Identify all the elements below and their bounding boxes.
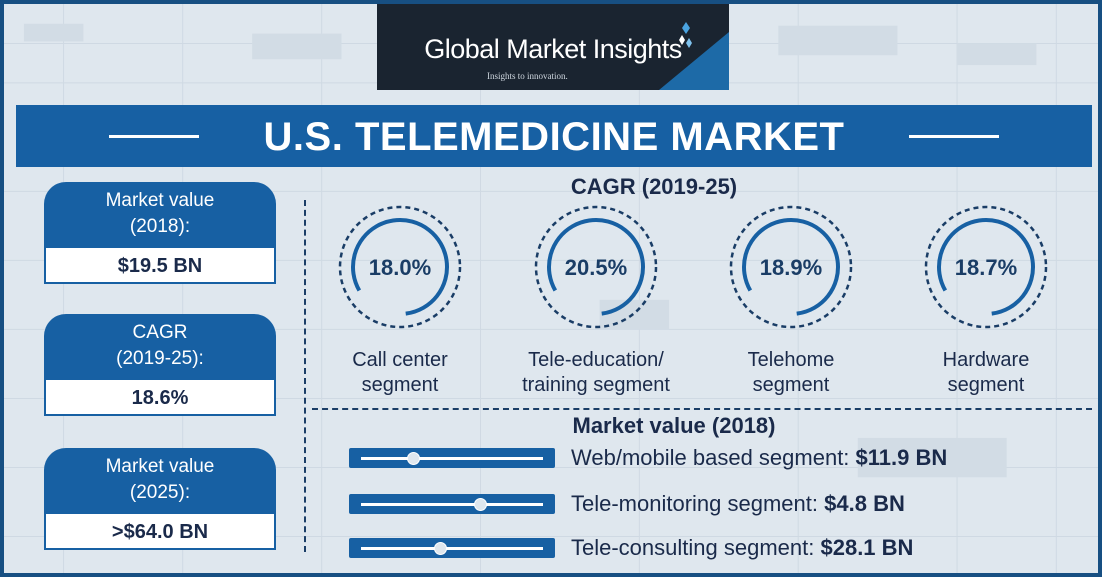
- market-value-text: Web/mobile based segment: $11.9 BN: [571, 445, 947, 471]
- stat-label-line: Market value: [105, 456, 215, 477]
- market-value-text: Tele-monitoring segment: $4.8 BN: [571, 491, 905, 517]
- stat-label-line: (2019-25):: [116, 348, 204, 369]
- stat-label-line: Market value: [105, 190, 215, 211]
- stat-card-market-value-2018: Market value (2018): $19.5 BN: [44, 182, 276, 284]
- segment-name: Web/mobile based segment:: [571, 445, 850, 470]
- horizontal-divider: [312, 408, 1092, 410]
- ring-gauge-icon: [534, 205, 658, 329]
- stat-label: Market value (2025):: [44, 448, 276, 514]
- ring-gauge-icon: [924, 205, 1048, 329]
- segment-label-call-center: Call center segment: [305, 348, 495, 398]
- cagr-ring-tele-education: 20.5%: [531, 202, 661, 332]
- logo-accent-triangle: [659, 32, 729, 90]
- slider-track: [361, 547, 543, 550]
- segment-label-line: segment: [947, 374, 1025, 396]
- ring-gauge-icon: [729, 205, 853, 329]
- slider-bar-icon: [349, 494, 555, 514]
- brand-tagline: Insights to innovation.: [487, 71, 568, 81]
- market-value-heading: Market value (2018): [572, 413, 776, 438]
- page-title: U.S. TELEMEDICINE MARKET: [263, 115, 845, 159]
- cagr-ring-call-center: 18.0%: [335, 202, 465, 332]
- ring-gauge-icon: [338, 205, 462, 329]
- segment-label-hardware: Hardware segment: [891, 348, 1081, 398]
- cagr-value: 18.7%: [954, 255, 1018, 280]
- segment-name: Tele-consulting segment:: [571, 535, 815, 560]
- cagr-ring-hardware: 18.7%: [921, 202, 1051, 332]
- stat-card-cagr: CAGR (2019-25): 18.6%: [44, 314, 276, 416]
- segment-label-line: Call center: [352, 349, 448, 371]
- segment-label-telehome: Telehome segment: [696, 348, 886, 398]
- slider-bar-icon: [349, 448, 555, 468]
- stat-label: Market value (2018):: [44, 182, 276, 248]
- stat-label-line: (2025):: [129, 482, 191, 503]
- title-decor-line-left: [109, 135, 199, 138]
- cagr-value: 18.0%: [368, 255, 432, 280]
- segment-label-tele-education: Tele-education/ training segment: [501, 348, 691, 398]
- stat-value: 18.6%: [44, 380, 276, 416]
- stat-value: >$64.0 BN: [44, 514, 276, 550]
- stat-label-line: (2018):: [129, 216, 191, 237]
- vertical-divider: [304, 200, 306, 552]
- segment-name: Tele-monitoring segment:: [571, 491, 819, 516]
- segment-label-line: training segment: [522, 374, 670, 396]
- stat-value: $19.5 BN: [44, 248, 276, 284]
- slider-knob: [474, 498, 487, 511]
- slider-knob: [407, 452, 420, 465]
- title-decor-line-right: [909, 135, 999, 138]
- slider-track: [361, 457, 543, 460]
- segment-label-line: segment: [752, 374, 830, 396]
- segment-value: $28.1 BN: [820, 535, 914, 560]
- cagr-value: 18.9%: [759, 255, 823, 280]
- cagr-ring-telehome: 18.9%: [726, 202, 856, 332]
- stat-label: CAGR (2019-25):: [44, 314, 276, 380]
- segment-label-line: segment: [361, 374, 439, 396]
- segment-value: $4.8 BN: [824, 491, 905, 516]
- brand-logo-panel: Global Market Insights Insights to innov…: [377, 4, 729, 90]
- stat-label-line: CAGR: [132, 322, 188, 343]
- slider-track: [361, 503, 543, 506]
- diamond-logo-icon: [679, 22, 692, 48]
- segment-label-line: Tele-education/: [528, 349, 664, 371]
- segment-label-line: Hardware: [942, 349, 1030, 371]
- slider-bar-icon: [349, 538, 555, 558]
- slider-knob: [434, 542, 447, 555]
- brand-name: Global Market Insights: [424, 34, 682, 64]
- cagr-heading: CAGR (2019-25): [570, 174, 738, 199]
- market-value-text: Tele-consulting segment: $28.1 BN: [571, 535, 913, 561]
- cagr-value: 20.5%: [564, 255, 628, 280]
- segment-label-line: Telehome: [747, 349, 835, 371]
- segment-value: $11.9 BN: [855, 445, 948, 470]
- stat-card-market-value-2025: Market value (2025): >$64.0 BN: [44, 448, 276, 550]
